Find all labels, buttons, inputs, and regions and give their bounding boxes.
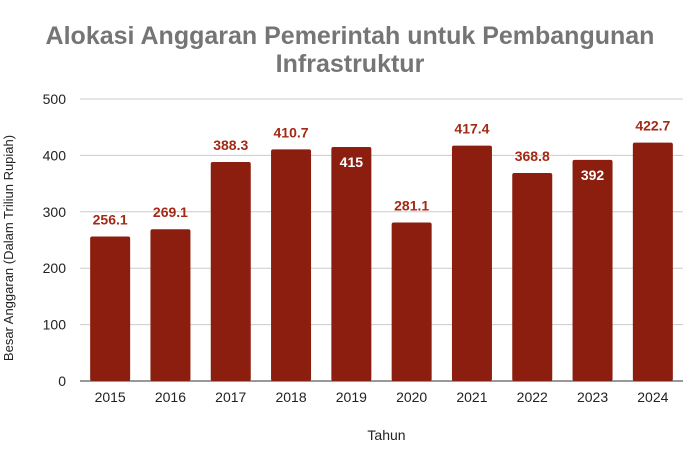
bar [632, 142, 673, 381]
x-tick-label: 2016 [155, 389, 186, 405]
data-label: 281.1 [394, 197, 429, 213]
y-tick-label: 200 [43, 260, 67, 276]
x-tick-label: 2017 [215, 389, 246, 405]
y-tick-label: 300 [43, 204, 67, 220]
x-axis-title: Tahun [367, 427, 405, 443]
data-label: 368.8 [515, 148, 550, 164]
chart-title-line-2: Infrastruktur [275, 50, 425, 78]
y-tick-label: 100 [43, 317, 67, 333]
y-tick-label: 400 [43, 147, 67, 163]
x-tick-label: 2020 [396, 389, 427, 405]
x-tick-label: 2018 [275, 389, 306, 405]
bar [331, 146, 372, 381]
x-tick-label: 2022 [517, 389, 548, 405]
x-tick-label: 2024 [637, 389, 668, 405]
bar [391, 222, 432, 381]
x-tick-label: 2015 [95, 389, 126, 405]
bar [150, 229, 191, 381]
y-tick-label: 500 [43, 91, 67, 107]
y-tick-label: 0 [58, 373, 66, 389]
data-label: 388.3 [213, 137, 248, 153]
bar [271, 149, 312, 381]
chart-title-block: Alokasi Anggaran Pemerintah untuk Pemban… [0, 22, 700, 78]
x-tick-label: 2021 [456, 389, 487, 405]
data-label: 256.1 [93, 212, 128, 228]
bar [210, 161, 251, 381]
bar [451, 145, 492, 381]
y-axis-title: Besar Anggaran (Dalam Triliun Rupiah) [1, 135, 16, 361]
bar [90, 236, 131, 381]
x-tick-label: 2023 [577, 389, 608, 405]
data-label: 392 [581, 167, 605, 183]
data-label: 410.7 [274, 124, 309, 140]
data-label: 415 [340, 154, 364, 170]
x-tick-label: 2019 [336, 389, 367, 405]
data-label: 417.4 [454, 121, 489, 137]
data-label: 269.1 [153, 204, 188, 220]
data-label: 422.7 [635, 118, 670, 134]
bar [512, 172, 553, 381]
bar [572, 159, 613, 381]
chart-title-line-1: Alokasi Anggaran Pemerintah untuk Pemban… [45, 22, 655, 50]
